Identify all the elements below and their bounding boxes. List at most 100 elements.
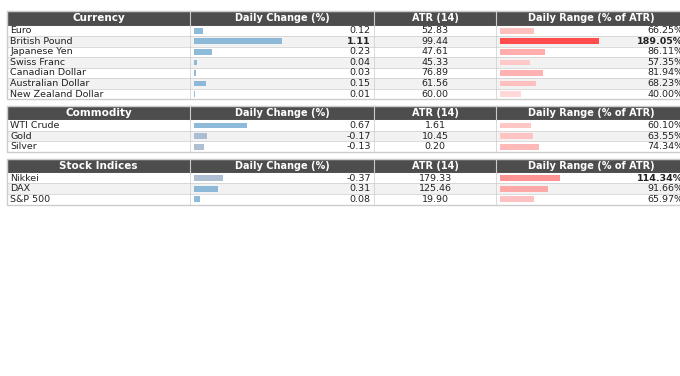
Text: DAX: DAX (10, 184, 31, 193)
Bar (500, 175, 560, 181)
Text: 19.90: 19.90 (422, 195, 449, 204)
Text: 0.01: 0.01 (350, 89, 371, 99)
Bar (500, 80, 536, 86)
Text: WTI Crude: WTI Crude (10, 121, 60, 130)
Text: Commodity: Commodity (65, 108, 132, 118)
Bar (7, 78, 680, 89)
Bar (194, 175, 223, 181)
Bar (500, 186, 548, 192)
Text: 1.61: 1.61 (425, 121, 445, 130)
Bar (7, 47, 680, 57)
Bar (7, 57, 680, 68)
Bar (7, 68, 680, 78)
Text: 125.46: 125.46 (419, 184, 452, 193)
Text: 47.61: 47.61 (422, 47, 449, 56)
Bar (194, 28, 203, 34)
Text: Euro: Euro (10, 26, 31, 35)
Text: 91.66%: 91.66% (647, 184, 680, 193)
Text: 10.45: 10.45 (422, 132, 449, 141)
Text: 52.83: 52.83 (422, 26, 449, 35)
Text: ATR (14): ATR (14) (412, 161, 458, 171)
Bar (7, 141, 680, 152)
Bar (194, 49, 212, 55)
Bar (7, 159, 680, 173)
Bar (7, 11, 680, 26)
Bar (7, 173, 680, 183)
Text: 0.20: 0.20 (425, 142, 445, 151)
Text: Swiss Franc: Swiss Franc (10, 58, 65, 67)
Text: Daily Change (%): Daily Change (%) (235, 14, 330, 23)
Bar (194, 123, 247, 129)
Text: 61.56: 61.56 (422, 79, 449, 88)
Text: British Pound: British Pound (10, 37, 73, 46)
Text: Nikkei: Nikkei (10, 174, 39, 183)
Text: Stock Indices: Stock Indices (59, 161, 138, 171)
Text: 63.55%: 63.55% (647, 132, 680, 141)
Text: 66.25%: 66.25% (647, 26, 680, 35)
Bar (194, 38, 282, 44)
Bar (500, 91, 521, 97)
Bar (7, 11, 680, 99)
Text: 0.12: 0.12 (350, 26, 371, 35)
Text: 74.34%: 74.34% (647, 142, 680, 151)
Text: 81.94%: 81.94% (647, 68, 680, 77)
Text: 99.44: 99.44 (422, 37, 449, 46)
Bar (7, 159, 680, 205)
Bar (194, 144, 204, 150)
Text: Japanese Yen: Japanese Yen (10, 47, 73, 56)
Text: 65.97%: 65.97% (647, 195, 680, 204)
Text: Silver: Silver (10, 142, 37, 151)
Bar (7, 131, 680, 141)
Bar (500, 49, 545, 55)
Text: Canadian Dollar: Canadian Dollar (10, 68, 86, 77)
Text: Daily Range (% of ATR): Daily Range (% of ATR) (528, 108, 655, 118)
Bar (500, 59, 530, 65)
Text: 76.89: 76.89 (422, 68, 449, 77)
Text: ATR (14): ATR (14) (412, 108, 458, 118)
Bar (7, 106, 680, 120)
Bar (500, 38, 599, 44)
Text: 86.11%: 86.11% (647, 47, 680, 56)
Text: 0.04: 0.04 (350, 58, 371, 67)
Text: Daily Range (% of ATR): Daily Range (% of ATR) (528, 14, 655, 23)
Text: 57.35%: 57.35% (647, 58, 680, 67)
Text: -0.37: -0.37 (346, 174, 371, 183)
Bar (7, 183, 680, 194)
Bar (194, 133, 207, 139)
Text: 0.03: 0.03 (350, 68, 371, 77)
Text: Daily Change (%): Daily Change (%) (235, 108, 330, 118)
Text: Daily Change (%): Daily Change (%) (235, 161, 330, 171)
Bar (500, 144, 539, 150)
Text: -0.13: -0.13 (346, 142, 371, 151)
Bar (500, 196, 534, 202)
Bar (194, 186, 218, 192)
Bar (7, 106, 680, 152)
Bar (7, 194, 680, 205)
Bar (7, 120, 680, 131)
Bar (500, 28, 534, 34)
Text: Daily Range (% of ATR): Daily Range (% of ATR) (528, 161, 655, 171)
Bar (7, 89, 680, 99)
Text: 0.23: 0.23 (350, 47, 371, 56)
Bar (194, 59, 197, 65)
Text: 1.11: 1.11 (347, 37, 371, 46)
Text: Gold: Gold (10, 132, 32, 141)
Bar (500, 133, 533, 139)
Text: S&P 500: S&P 500 (10, 195, 50, 204)
Text: New Zealand Dollar: New Zealand Dollar (10, 89, 103, 99)
Text: 0.08: 0.08 (350, 195, 371, 204)
Bar (500, 70, 543, 76)
Text: 60.10%: 60.10% (647, 121, 680, 130)
Text: 60.00: 60.00 (422, 89, 449, 99)
Text: 114.34%: 114.34% (637, 174, 680, 183)
Text: 189.05%: 189.05% (637, 37, 680, 46)
Bar (194, 196, 200, 202)
Text: 0.31: 0.31 (350, 184, 371, 193)
Text: 0.67: 0.67 (350, 121, 371, 130)
Text: Currency: Currency (72, 14, 125, 23)
Text: Australian Dollar: Australian Dollar (10, 79, 90, 88)
Text: 68.23%: 68.23% (647, 79, 680, 88)
Text: 0.15: 0.15 (350, 79, 371, 88)
Bar (7, 36, 680, 47)
Bar (7, 26, 680, 36)
